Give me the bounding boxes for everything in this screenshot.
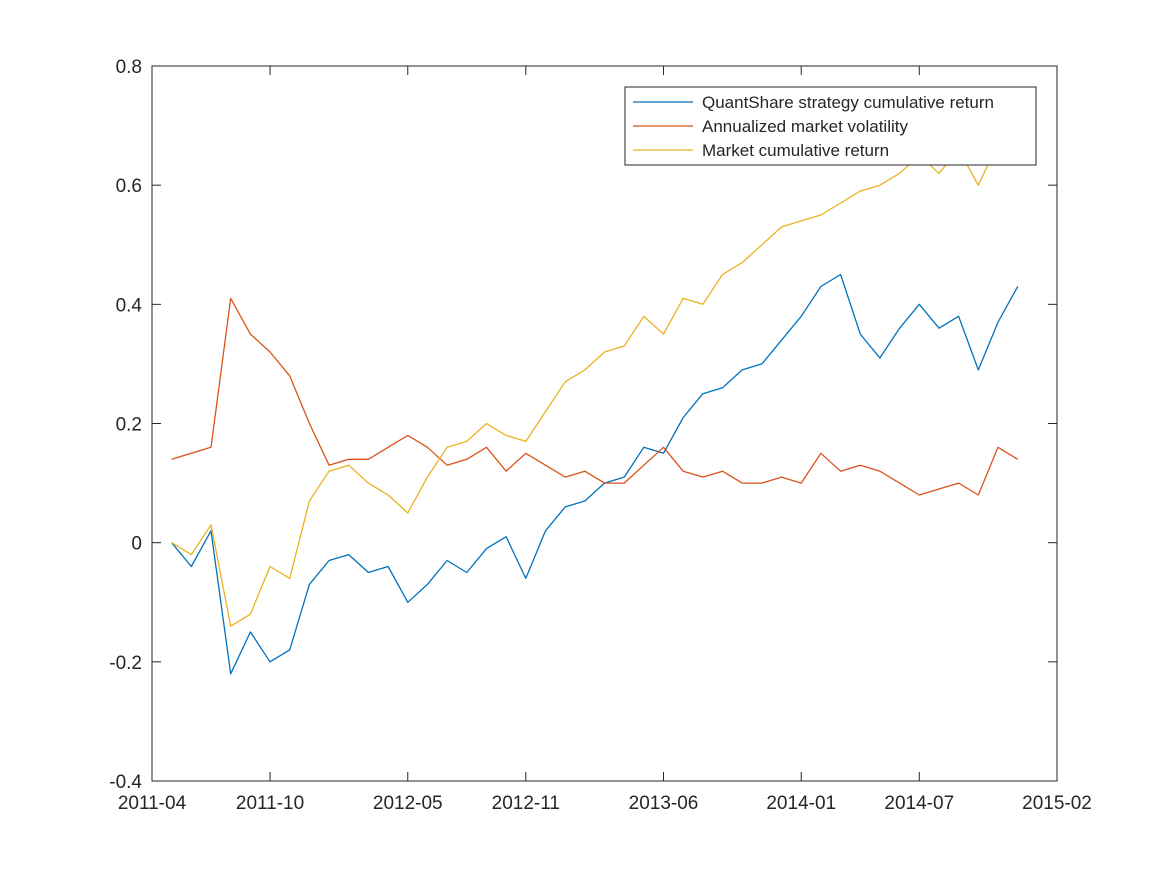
y-tick-label: 0.8: [116, 57, 142, 78]
y-tick-label: 0.2: [116, 415, 142, 436]
x-tick-label: 2011-10: [236, 793, 304, 814]
x-tick-label: 2012-05: [373, 793, 443, 814]
legend-box: [624, 86, 1037, 166]
x-tick-label: 2013-06: [629, 793, 699, 814]
series-line-1: [171, 273, 1019, 675]
x-tick-label: 2011-04: [118, 793, 187, 814]
y-tick-label: -0.4: [109, 772, 142, 793]
series-line-3: [171, 136, 1018, 627]
x-tick-label: 2014-01: [766, 793, 836, 814]
legend-label: Annualized market volatility: [702, 117, 908, 136]
y-tick-label: 0.6: [116, 176, 142, 197]
y-tick-label: 0: [131, 534, 142, 555]
legend: QuantShare strategy cumulative return Ann…: [624, 86, 1037, 166]
series-line-2: [171, 297, 1019, 496]
y-axis: -0.4 -0.2 0 0.2 0.4 0.6 0.8: [109, 57, 1057, 793]
legend-label: QuantShare strategy cumulative return: [702, 93, 994, 112]
x-tick-label: 2014-07: [884, 793, 954, 814]
legend-label: Market cumulative return: [702, 141, 889, 160]
series-layer: [171, 136, 1019, 675]
x-axis: 2011-04 2011-10 2012-05 2012-11 2013-06 2014-…: [118, 66, 1092, 814]
x-tick-label: 2012-11: [492, 793, 560, 814]
y-tick-label: 0.4: [116, 295, 143, 316]
y-tick-label: -0.2: [109, 653, 142, 674]
x-tick-label: 2015-02: [1022, 793, 1092, 814]
